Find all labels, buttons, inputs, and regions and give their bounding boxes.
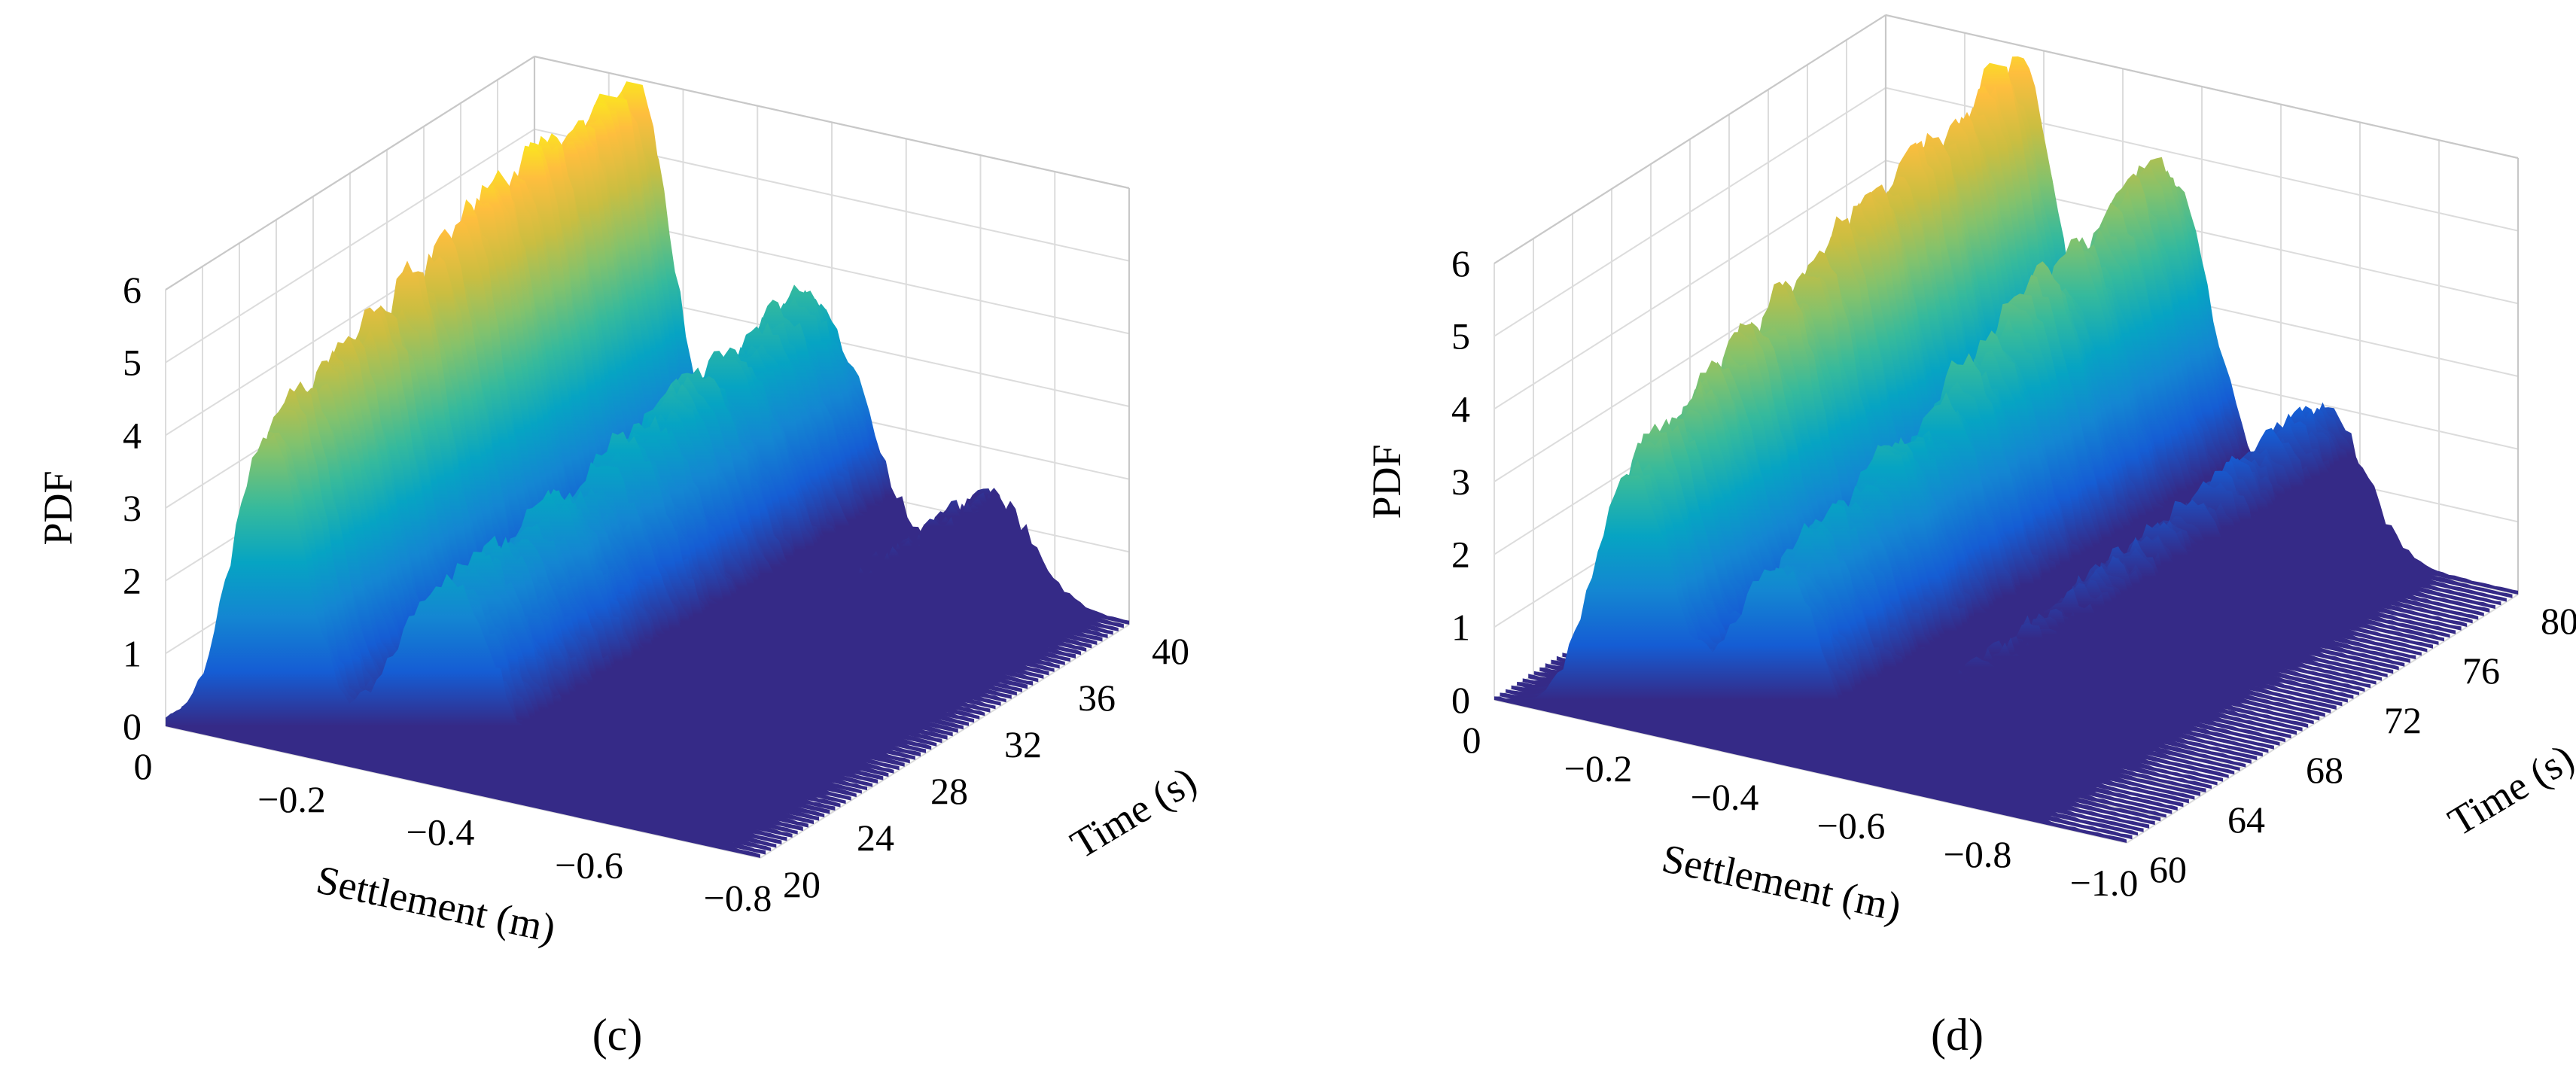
y-axis-title: Time (s) bbox=[2441, 735, 2576, 844]
y-tick-label: 36 bbox=[1078, 677, 1116, 719]
pdf-surface bbox=[1494, 56, 2518, 843]
box-edge bbox=[534, 55, 1130, 190]
panel-label-d: (d) bbox=[1931, 1010, 1984, 1060]
y-tick-label: 68 bbox=[2306, 749, 2343, 791]
z-tick-label: 5 bbox=[1451, 315, 1470, 357]
y-tick-label: 24 bbox=[857, 817, 894, 859]
panel-d: 0 −0.2 −0.4 −0.6 −0.8 −1.0 60 64 68 72 76 80 0 1 2 3 4 5 6… bbox=[1364, 14, 2576, 930]
pdf-surface bbox=[166, 81, 1129, 858]
x-tick-label: −1.0 bbox=[2070, 862, 2139, 904]
surface-strip bbox=[166, 433, 760, 858]
y-tick-label: 72 bbox=[2384, 699, 2422, 741]
y-tick-label: 64 bbox=[2227, 798, 2265, 841]
panel-c: 0 −0.2 −0.4 −0.6 −0.8 20 24 28 32 36 40 0 1 2 3 4 5 6 Sett… bbox=[35, 55, 1204, 951]
z-tick-label: 3 bbox=[1451, 461, 1470, 503]
x-tick-label: −0.4 bbox=[406, 811, 475, 853]
x-tick-label: −0.2 bbox=[257, 778, 326, 820]
x-tick-label: −0.2 bbox=[1564, 747, 1633, 789]
x-tick-label: 0 bbox=[134, 745, 153, 787]
x-axis-title: Settlement (m) bbox=[1658, 835, 1905, 930]
x-tick-label: −0.6 bbox=[1817, 805, 1886, 847]
z-tick-label: 6 bbox=[123, 269, 142, 311]
x-tick-label: −0.4 bbox=[1691, 776, 1759, 818]
y-axis-title: Time (s) bbox=[1063, 758, 1204, 867]
y-tick-label: 28 bbox=[930, 770, 968, 812]
z-tick-label: 4 bbox=[123, 414, 142, 456]
y-tick-label: 32 bbox=[1004, 723, 1042, 765]
x-tick-label: −0.8 bbox=[704, 877, 772, 919]
x-tick-label: −0.6 bbox=[555, 844, 623, 886]
x-axis-title: Settlement (m) bbox=[312, 856, 559, 951]
z-axis-title: PDF bbox=[35, 470, 81, 545]
z-tick-label: 3 bbox=[123, 487, 142, 529]
z-tick-label: 6 bbox=[1451, 242, 1470, 284]
z-tick-label: 0 bbox=[123, 705, 142, 747]
z-tick-label: 1 bbox=[123, 632, 142, 674]
box-edge bbox=[1494, 14, 1886, 264]
box-edge bbox=[165, 56, 535, 290]
panel-label-c: (c) bbox=[592, 1010, 643, 1060]
x-tick-label: 0 bbox=[1463, 719, 1481, 761]
y-tick-label: 76 bbox=[2462, 649, 2500, 692]
surface-strip bbox=[1494, 473, 2127, 843]
z-tick-label: 2 bbox=[1451, 534, 1470, 576]
y-tick-label: 20 bbox=[783, 863, 821, 905]
z-tick-label: 1 bbox=[1451, 606, 1470, 648]
axes-box bbox=[1494, 14, 2520, 595]
z-tick-label: 4 bbox=[1451, 388, 1470, 430]
x-tick-label: −0.8 bbox=[1944, 833, 2012, 875]
box-edge bbox=[1885, 14, 2519, 160]
z-axis-title: PDF bbox=[1364, 444, 1409, 519]
z-tick-label: 5 bbox=[123, 342, 142, 384]
y-tick-label: 80 bbox=[2541, 600, 2576, 642]
y-tick-label: 40 bbox=[1152, 630, 1189, 672]
y-tick-label: 60 bbox=[2149, 848, 2187, 890]
z-tick-label: 0 bbox=[1451, 679, 1470, 721]
z-tick-label: 2 bbox=[123, 560, 142, 602]
